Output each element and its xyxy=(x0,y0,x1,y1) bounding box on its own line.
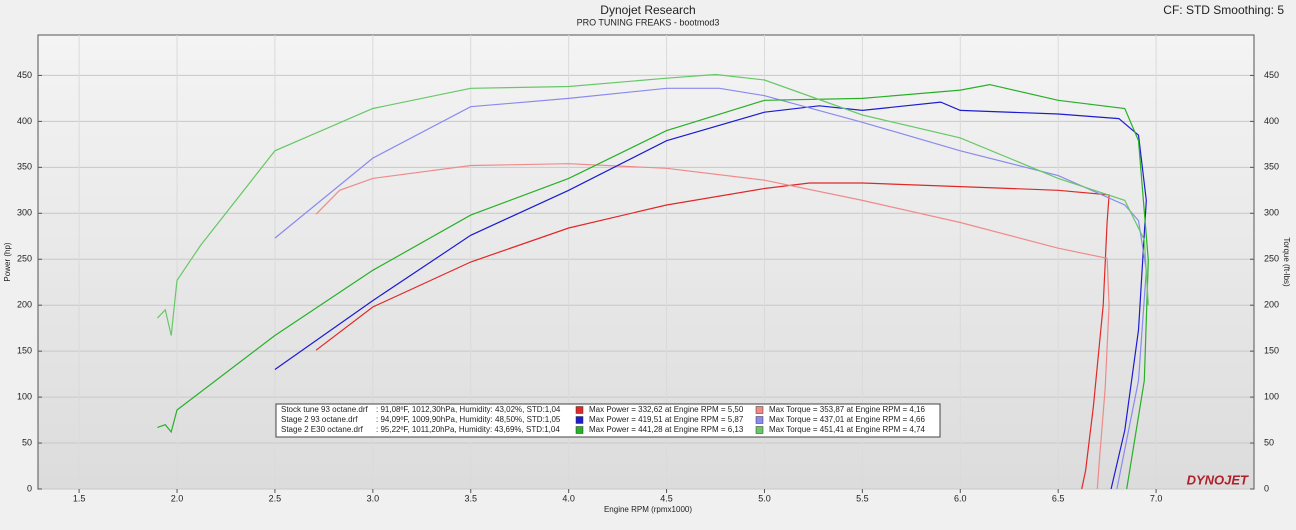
legend-file: Stock tune 93 octane.drf xyxy=(281,405,369,414)
x-tick-label: 6.0 xyxy=(954,493,967,503)
y-tick-label: 250 xyxy=(17,254,32,264)
curve xyxy=(156,73,1149,336)
x-tick-label: 2.0 xyxy=(171,493,184,503)
y2-axis-label: Torque (ft-lbs) xyxy=(1282,237,1291,287)
legend-power: Max Power = 441,28 at Engine RPM = 6,13 xyxy=(589,425,744,434)
legend-torque: Max Torque = 451,41 at Engine RPM = 4,74 xyxy=(769,425,926,434)
y2-tick-label: 300 xyxy=(1264,208,1279,218)
legend-conditions: : 91,08ºF, 1012,30hPa, Humidity: 43,02%,… xyxy=(376,405,561,414)
legend-torque: Max Torque = 353,87 at Engine RPM = 4,16 xyxy=(769,405,926,414)
y-tick-label: 350 xyxy=(17,162,32,172)
y2-tick-label: 400 xyxy=(1264,116,1279,126)
legend-conditions: : 95,22ºF, 1011,20hPa, Humidity: 43,69%,… xyxy=(376,425,560,434)
chart-subtitle: PRO TUNING FREAKS - bootmod3 xyxy=(577,17,720,27)
y2-tick-label: 350 xyxy=(1264,162,1279,172)
y2-tick-label: 150 xyxy=(1264,346,1279,356)
y-axis-label: Power (hp) xyxy=(3,242,12,281)
y2-tick-label: 50 xyxy=(1264,437,1274,447)
curve xyxy=(274,87,1147,490)
y-tick-label: 200 xyxy=(17,300,32,310)
legend-swatch xyxy=(575,406,584,414)
x-tick-label: 5.0 xyxy=(758,493,771,503)
x-axis-label: Engine RPM (rpmx1000) xyxy=(604,505,692,514)
x-tick-label: 4.5 xyxy=(660,493,673,503)
y-tick-label: 100 xyxy=(17,391,32,401)
y2-tick-label: 200 xyxy=(1264,300,1279,310)
curve xyxy=(315,182,1110,490)
x-tick-label: 6.5 xyxy=(1052,493,1065,503)
legend-swatch xyxy=(755,406,764,414)
legend-power: Max Power = 419,51 at Engine RPM = 5,87 xyxy=(589,415,744,424)
y-tick-label: 400 xyxy=(17,116,32,126)
legend-swatch xyxy=(755,426,764,434)
y2-tick-label: 100 xyxy=(1264,391,1279,401)
legend-power: Max Power = 332,62 at Engine RPM = 5,50 xyxy=(589,405,744,414)
curve xyxy=(157,83,1149,490)
curve xyxy=(315,163,1110,490)
y-tick-label: 450 xyxy=(17,70,32,80)
y-tick-label: 300 xyxy=(17,208,32,218)
y2-tick-label: 450 xyxy=(1264,70,1279,80)
y-tick-label: 50 xyxy=(22,437,32,447)
legend-conditions: : 94,09ºF, 1009,90hPa, Humidity: 48,50%,… xyxy=(376,415,561,424)
y2-tick-label: 0 xyxy=(1264,483,1269,493)
corner-note: CF: STD Smoothing: 5 xyxy=(1163,3,1284,17)
y2-tick-label: 250 xyxy=(1264,254,1279,264)
x-tick-label: 3.5 xyxy=(464,493,477,503)
x-tick-label: 2.5 xyxy=(269,493,282,503)
legend-file: Stage 2 93 octane.drf xyxy=(281,415,358,424)
x-tick-label: 5.5 xyxy=(856,493,869,503)
x-tick-label: 4.0 xyxy=(562,493,575,503)
x-tick-label: 1.5 xyxy=(73,493,86,503)
legend-swatch xyxy=(575,426,584,434)
x-tick-label: 3.0 xyxy=(367,493,380,503)
legend-swatch xyxy=(575,416,584,424)
legend-swatch xyxy=(755,416,764,424)
legend-box xyxy=(275,403,941,438)
curve xyxy=(274,101,1147,490)
logo: DYNOJET xyxy=(1187,472,1249,487)
x-tick-label: 7.0 xyxy=(1150,493,1163,503)
legend-file: Stage 2 E30 octane.drf xyxy=(281,425,364,434)
chart-title: Dynojet Research xyxy=(600,3,695,17)
legend-torque: Max Torque = 437,01 at Engine RPM = 4,66 xyxy=(769,415,926,424)
y-tick-label: 0 xyxy=(27,483,32,493)
y-tick-label: 150 xyxy=(17,346,32,356)
